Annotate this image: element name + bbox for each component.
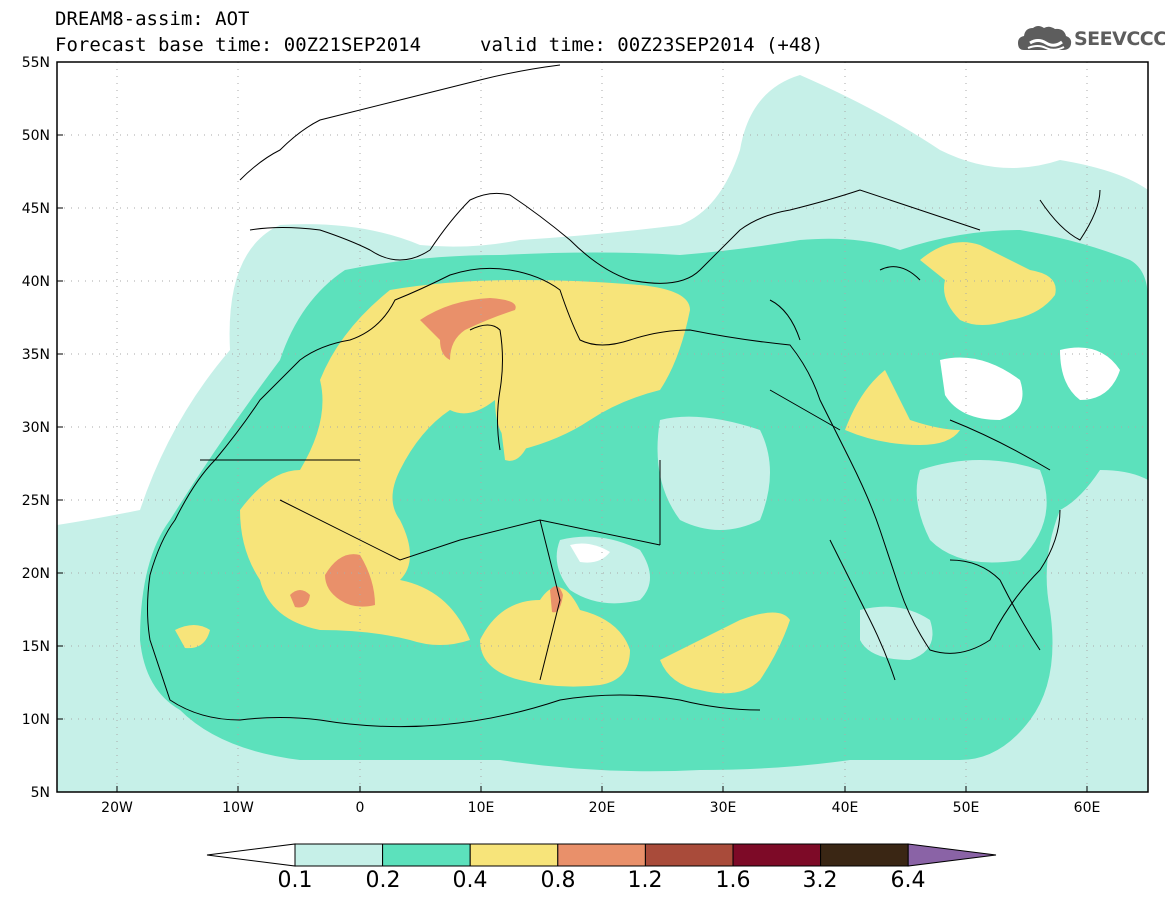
- lon-label: 40E: [832, 800, 859, 816]
- map-title: DREAM8-assim: AOT: [55, 8, 250, 30]
- colorbar-swatch: [294, 843, 384, 867]
- lat-label: 15N: [22, 639, 50, 655]
- lon-label: 30E: [710, 800, 737, 816]
- lat-label: 40N: [22, 274, 50, 290]
- seevccc-logo: SEEVCCC: [1016, 22, 1165, 56]
- longitude-labels: 20W 10W 0 10E 20E 30E 40E 50E 60E: [101, 800, 1100, 816]
- cloud-icon: [1018, 26, 1072, 51]
- latitude-labels: 55N 50N 45N 40N 35N 30N 25N 20N 15N 10N …: [22, 55, 50, 801]
- coastlines: [147, 64, 1101, 728]
- lat-label: 10N: [22, 712, 50, 728]
- colorbar-swatch: [820, 843, 909, 867]
- lon-label: 20W: [101, 800, 133, 816]
- lat-label: 35N: [22, 347, 50, 363]
- colorbar-swatch: [732, 843, 822, 867]
- colorbar-label: 0.1: [277, 868, 313, 893]
- lon-label: 10W: [222, 800, 254, 816]
- logo-text: SEEVCCC: [1074, 28, 1165, 50]
- colorbar-label: 0.8: [540, 868, 576, 893]
- lon-label: 50E: [953, 800, 980, 816]
- colorbar-label: 1.2: [627, 868, 663, 893]
- forecast-base-time: Forecast base time: 00Z21SEP2014: [55, 34, 422, 56]
- lat-label: 25N: [22, 493, 50, 509]
- colorbar-swatch: [644, 843, 734, 867]
- lat-label: 55N: [22, 55, 50, 71]
- lon-label: 10E: [468, 800, 495, 816]
- colorbar-label: 3.2: [802, 868, 838, 893]
- colorbar-label: 6.4: [890, 868, 926, 893]
- lon-label: 60E: [1074, 800, 1101, 816]
- lat-label: 50N: [22, 128, 50, 144]
- lat-label: 45N: [22, 201, 50, 217]
- colorbar-swatch-over: [907, 843, 997, 867]
- colorbar-label: 1.6: [715, 868, 751, 893]
- axis-ticks: [57, 61, 1088, 793]
- colorbar-label: 0.4: [452, 868, 488, 893]
- colorbar-swatch-under: [206, 843, 296, 867]
- colorbar-swatch: [557, 843, 646, 867]
- aot-contour-0.8: [420, 298, 516, 360]
- colorbar-swatch: [382, 843, 471, 867]
- lat-label: 5N: [31, 785, 50, 801]
- lon-label: 0: [356, 800, 365, 816]
- colorbar-label: 0.2: [365, 868, 401, 893]
- lat-label: 30N: [22, 420, 50, 436]
- colorbar: [206, 843, 997, 867]
- lon-label: 20E: [589, 800, 616, 816]
- forecast-time-line: Forecast base time: 00Z21SEP2014 valid ti…: [55, 34, 823, 56]
- lat-label: 20N: [22, 566, 50, 582]
- valid-time: valid time: 00Z23SEP2014 (+48): [480, 34, 824, 56]
- colorbar-swatch: [469, 843, 559, 867]
- aot-contour-0.4: [240, 280, 690, 645]
